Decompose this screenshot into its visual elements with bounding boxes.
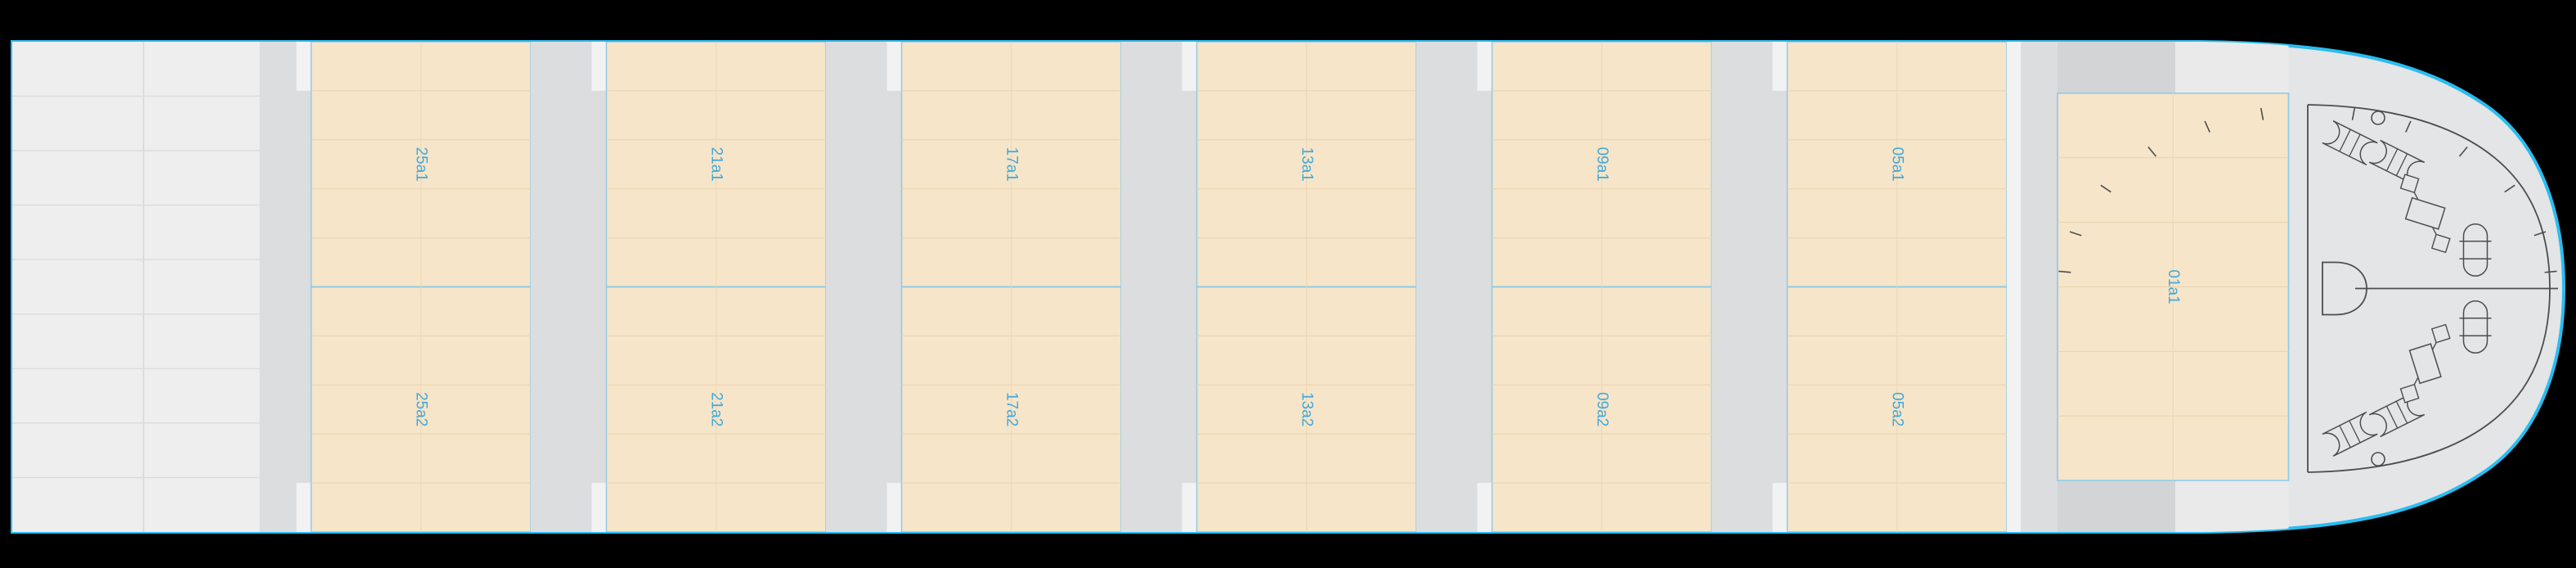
svg-text:17a1: 17a1	[1003, 147, 1021, 182]
svg-text:17a2: 17a2	[1003, 392, 1021, 426]
svg-text:25a2: 25a2	[413, 392, 430, 426]
svg-text:21a2: 21a2	[708, 392, 725, 426]
svg-text:21a1: 21a1	[708, 147, 725, 182]
svg-text:01a1: 01a1	[2165, 269, 2182, 304]
svg-text:05a1: 05a1	[1889, 147, 1906, 182]
svg-text:09a2: 09a2	[1594, 392, 1611, 426]
svg-text:25a1: 25a1	[413, 147, 430, 182]
svg-text:05a2: 05a2	[1889, 392, 1906, 426]
svg-text:13a1: 13a1	[1299, 147, 1316, 182]
svg-text:09a1: 09a1	[1594, 147, 1611, 182]
svg-text:13a2: 13a2	[1299, 392, 1316, 426]
